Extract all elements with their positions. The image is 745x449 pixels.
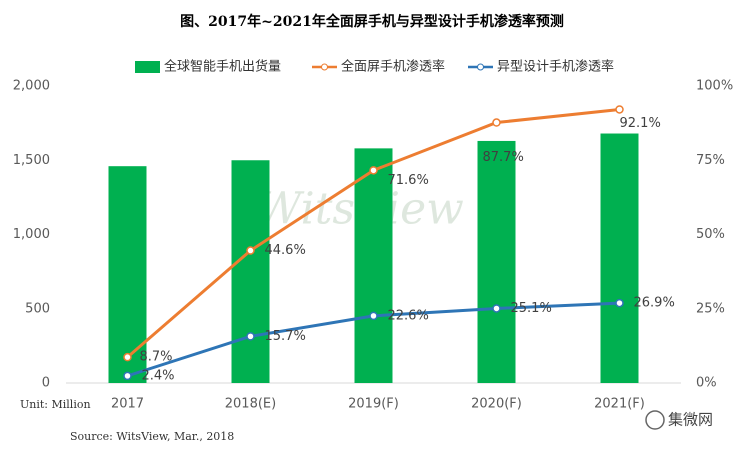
legend-label: 全面屏手机渗透率 <box>341 59 445 75</box>
point <box>615 298 624 308</box>
value-label: 8.7% <box>140 350 173 365</box>
y2-tick-label: 0% <box>696 376 717 391</box>
y-tick-label: 1,000 <box>13 227 50 242</box>
legend-label: 异型设计手机渗透率 <box>497 59 614 75</box>
x-tick-label: 2018(E) <box>225 397 276 412</box>
point <box>123 352 132 362</box>
value-label: 25.1% <box>511 301 552 316</box>
value-label: 87.7% <box>483 150 524 165</box>
y2-tick-label: 50% <box>696 227 725 242</box>
y2-tick-label: 100% <box>696 79 733 94</box>
y2-tick-label: 25% <box>696 301 725 316</box>
bar <box>231 160 270 383</box>
legend-marker <box>477 63 484 71</box>
y-tick-label: 500 <box>25 301 50 316</box>
x-tick-label: 2019(F) <box>348 397 399 412</box>
point <box>492 118 501 127</box>
value-label: 26.9% <box>634 296 675 311</box>
logo: 集微网 <box>668 411 713 429</box>
x-tick-label: 2021(F) <box>594 397 645 412</box>
point <box>615 105 624 114</box>
y2-tick-label: 75% <box>696 153 725 168</box>
bar <box>354 148 393 383</box>
point <box>492 304 501 313</box>
chart-title: 图、2017年~2021年全面屏手机与异型设计手机渗透率预测 <box>180 13 564 30</box>
point <box>123 371 132 381</box>
source: Source: WitsView, Mar., 2018 <box>70 430 234 443</box>
value-label: 2.4% <box>142 368 175 383</box>
point <box>246 332 255 341</box>
logo-icon <box>645 410 665 430</box>
value-label: 15.7% <box>265 329 306 344</box>
legend-label: 全球智能手机出货量 <box>164 59 281 75</box>
legend-swatch <box>135 61 160 73</box>
value-label: 22.6% <box>388 308 429 323</box>
point <box>246 246 255 255</box>
unit-label: Unit: Million <box>20 398 91 411</box>
x-tick-label: 2017 <box>111 397 144 412</box>
point <box>369 311 378 321</box>
y-tick-label: 0 <box>42 376 50 391</box>
x-tick-label: 2020(F) <box>471 397 522 412</box>
y-tick-label: 1,500 <box>13 153 50 168</box>
bar <box>477 140 516 383</box>
legend-marker <box>321 63 328 71</box>
value-label: 44.6% <box>265 243 306 258</box>
value-label: 92.1% <box>620 116 661 131</box>
y-tick-label: 2,000 <box>13 79 50 94</box>
value-label: 71.6% <box>388 173 429 188</box>
bar <box>600 133 639 383</box>
point <box>369 166 378 175</box>
